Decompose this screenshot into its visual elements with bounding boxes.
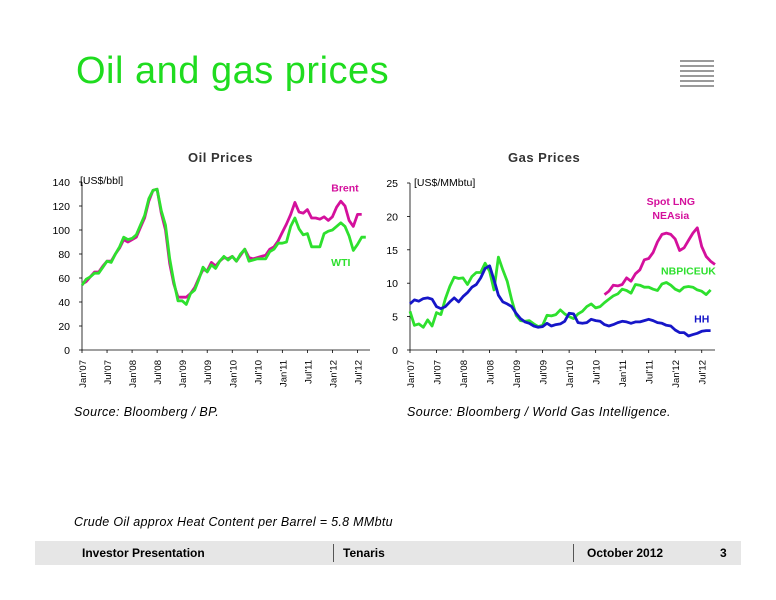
gas-series-nbpiceuk: [408, 255, 712, 329]
gas-x-tick-label: Jul'07: [433, 360, 444, 385]
oil-x-tick-label: Jul'09: [203, 360, 214, 385]
oil-x-tick-label: Jan'09: [178, 360, 189, 388]
footer-company: Tenaris: [343, 546, 385, 560]
gas-y-tick-label: 5: [392, 312, 398, 324]
gas-series-label: Spot LNG: [647, 196, 695, 208]
gas-x-tick-label: Jul'11: [645, 360, 656, 384]
oil-x-tick-label: Jul'08: [153, 360, 164, 385]
oil-x-tick-label: Jul'12: [353, 360, 364, 385]
oil-x-tick-label: Jul'07: [103, 360, 114, 385]
heat-content-note: Crude Oil approx Heat Content per Barrel…: [74, 515, 393, 529]
oil-x-tick-label: Jul'11: [303, 360, 314, 384]
gas-x-tick-label: Jan'07: [406, 360, 417, 388]
gas-y-tick-label: 20: [386, 211, 398, 223]
oil-x-tick-label: Jan'11: [278, 360, 289, 387]
footer-page-number: 3: [720, 546, 727, 560]
oil-series-wti: [80, 187, 366, 306]
gas-x-tick-label: Jan'08: [459, 360, 470, 388]
gas-series-label: NEAsia: [652, 210, 689, 222]
gas-x-tick-label: Jan'10: [565, 360, 576, 388]
gas-series-spot-lng-neasia: [603, 226, 716, 296]
gas-x-tick-label: Jul'09: [539, 360, 550, 385]
oil-x-tick-label: Jan'12: [328, 360, 339, 388]
gas-x-tick-label: Jul'08: [486, 360, 497, 385]
slide-footer: Investor Presentation Tenaris October 20…: [35, 541, 741, 565]
oil-y-tick-label: 140: [52, 177, 70, 189]
oil-unit-label: [US$/bbl]: [80, 175, 123, 187]
slide-title: Oil and gas prices: [76, 50, 390, 92]
gas-series-label: NBPICEUK: [661, 266, 716, 278]
gas-series-hh: [409, 264, 711, 338]
gas-source-note: Source: Bloomberg / World Gas Intelligen…: [407, 405, 671, 419]
oil-x-tick-label: Jan'08: [128, 360, 139, 388]
gas-x-tick-label: Jul'10: [592, 360, 603, 385]
oil-y-tick-label: 100: [52, 225, 70, 237]
gas-x-tick-label: Jul'12: [698, 360, 709, 385]
gas-unit-label: [US$/MMbtu]: [414, 177, 475, 189]
oil-y-tick-label: 20: [58, 321, 70, 333]
gas-x-tick-label: Jan'11: [618, 360, 629, 387]
oil-series-label: WTI: [331, 257, 350, 269]
gas-chart-title: Gas Prices: [508, 150, 581, 165]
oil-x-tick-label: Jul'10: [253, 360, 264, 385]
gas-y-tick-label: 10: [386, 278, 398, 290]
oil-y-tick-label: 60: [58, 273, 70, 285]
oil-x-tick-label: Jan'07: [78, 360, 89, 388]
gas-y-tick-label: 25: [386, 178, 398, 190]
gas-x-tick-label: Jan'09: [512, 360, 523, 388]
oil-y-tick-label: 0: [64, 345, 70, 357]
oil-source-note: Source: Bloomberg / BP.: [74, 405, 220, 419]
gas-y-tick-label: 15: [386, 245, 398, 257]
footer-date: October 2012: [587, 546, 664, 560]
oil-x-tick-label: Jan'10: [228, 360, 239, 388]
gas-y-tick-label: 0: [392, 345, 398, 357]
company-logo: [680, 60, 714, 92]
oil-y-tick-label: 120: [52, 201, 70, 213]
oil-y-tick-label: 80: [58, 249, 70, 261]
oil-chart-title: Oil Prices: [188, 150, 253, 165]
footer-presentation: Investor Presentation: [82, 546, 205, 560]
gas-series-label: HH: [694, 314, 709, 326]
gas-x-tick-label: Jan'12: [671, 360, 682, 388]
oil-series-label: Brent: [331, 183, 359, 195]
oil-y-tick-label: 40: [58, 297, 70, 309]
